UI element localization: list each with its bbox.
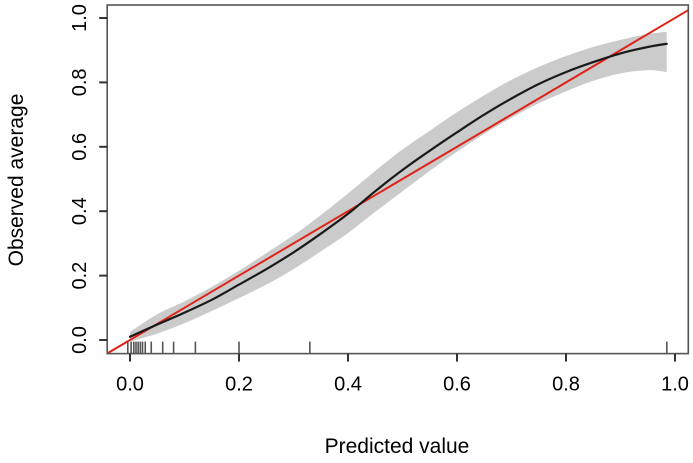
y-tick-label: 0.4 bbox=[69, 197, 91, 225]
series-layer bbox=[107, 8, 689, 354]
x-tick-label: 0.2 bbox=[225, 374, 253, 396]
y-tick-label: 0.8 bbox=[69, 68, 91, 96]
y-tick-label: 0.6 bbox=[69, 133, 91, 161]
x-tick-label: 0.4 bbox=[334, 374, 362, 396]
confidence-band-layer bbox=[130, 31, 667, 342]
x-tick-label: 0.8 bbox=[552, 374, 580, 396]
confidence-band bbox=[130, 31, 667, 342]
x-tick-label: 0.0 bbox=[116, 374, 144, 396]
axes-layer: 0.0 0.2 0.4 0.6 0.8 1.0 0.0 0.2 0.4 0.6 0.8 1.0 bbox=[69, 4, 690, 396]
y-axis-title: Observed average bbox=[5, 94, 28, 267]
plot-box bbox=[106, 4, 690, 355]
y-tick-label: 1.0 bbox=[69, 4, 91, 32]
calibration-curve bbox=[128, 42, 668, 338]
x-tick-label: 1.0 bbox=[661, 374, 689, 396]
x-tick-label: 0.6 bbox=[443, 374, 471, 396]
y-tick-label: 0.2 bbox=[69, 262, 91, 290]
y-tick-label: 0.0 bbox=[69, 326, 91, 354]
ideal-line bbox=[107, 8, 689, 354]
x-axis-title: Predicted value bbox=[325, 435, 470, 458]
